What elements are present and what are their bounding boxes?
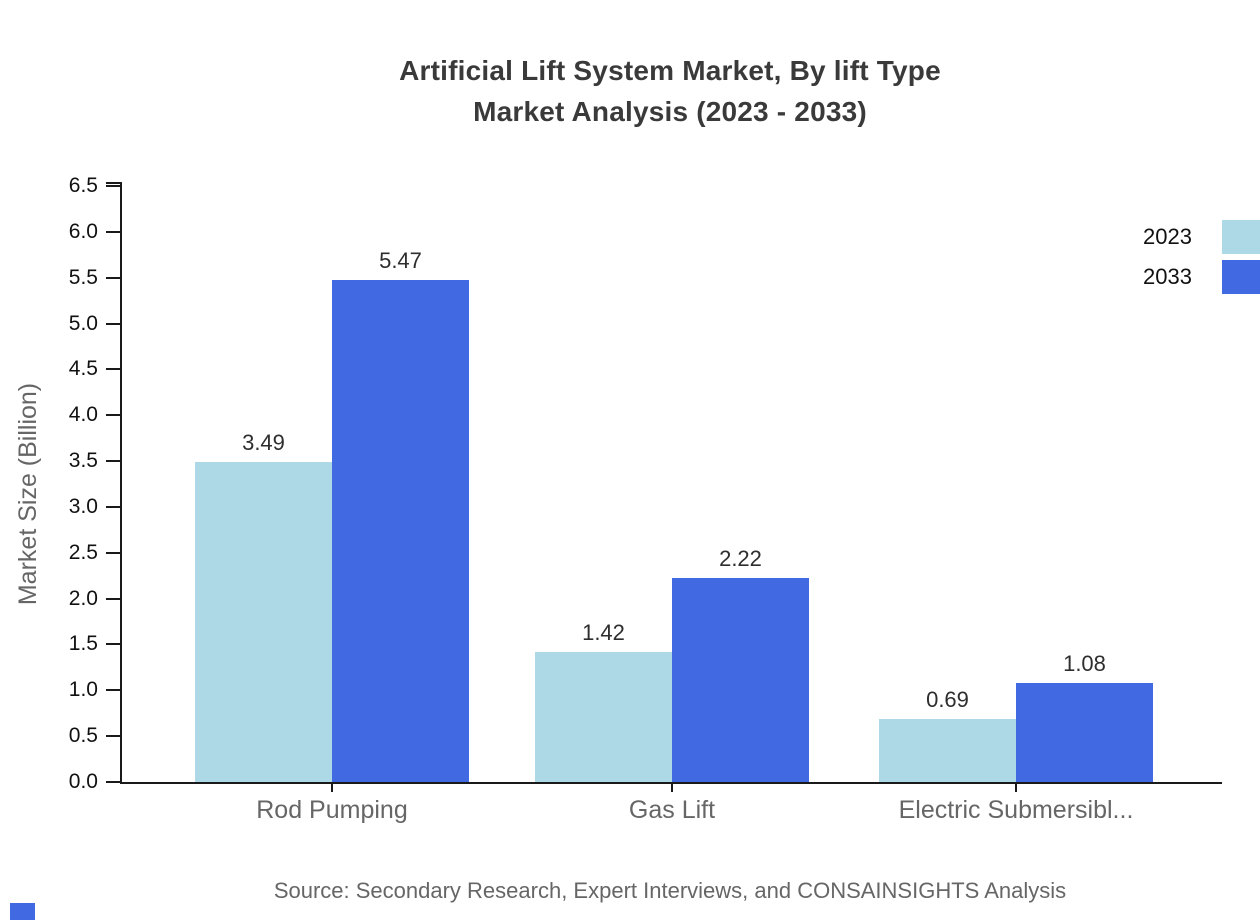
y-tick-label: 2.5 bbox=[68, 540, 98, 564]
chart-title: Artificial Lift System Market, By lift T… bbox=[80, 50, 1260, 132]
y-tick-label: 6.0 bbox=[68, 219, 98, 243]
y-tick bbox=[106, 460, 120, 463]
y-tick bbox=[106, 597, 120, 600]
legend-label-2033: 2033 bbox=[1143, 264, 1192, 289]
y-tick bbox=[106, 505, 120, 508]
y-tick bbox=[106, 781, 120, 783]
source-note: Source: Secondary Research, Expert Inter… bbox=[273, 878, 1067, 903]
legend-label-2023: 2023 bbox=[1143, 224, 1192, 249]
y-tick-label: 2.0 bbox=[68, 586, 98, 610]
y-tick bbox=[106, 689, 120, 692]
bar-2023-0 bbox=[195, 462, 332, 782]
x-category-label: Electric Submersibl... bbox=[898, 796, 1134, 824]
y-tick-label: 0.0 bbox=[68, 770, 98, 793]
y-tick-label: 6.5 bbox=[68, 173, 98, 197]
plot-area: 0.0 0.5 1.0 1.5 2.0 2.5 3.0 3.5 4.0 4.5 5.0 5.5 6.0 6… bbox=[69, 174, 1222, 824]
y-tick bbox=[106, 551, 120, 554]
y-tick-label: 1.5 bbox=[68, 632, 98, 656]
bar-value-label: 2.22 bbox=[719, 546, 762, 571]
x-category-label: Gas Lift bbox=[628, 796, 716, 824]
chart-title-line1: Artificial Lift System Market, By lift T… bbox=[399, 55, 941, 86]
bar-value-label: 3.49 bbox=[242, 430, 285, 455]
y-tick-label: 1.0 bbox=[68, 678, 98, 702]
x-tick bbox=[331, 782, 333, 792]
bar-2033-1 bbox=[672, 578, 809, 782]
bar-value-label: 5.47 bbox=[379, 248, 422, 273]
y-tick bbox=[106, 230, 120, 233]
y-tick bbox=[106, 184, 120, 187]
y-tick-label: 5.5 bbox=[68, 265, 98, 289]
y-tick bbox=[106, 322, 120, 325]
y-tick-label: 4.0 bbox=[68, 403, 98, 427]
y-tick bbox=[106, 368, 120, 371]
y-tick-label: 3.5 bbox=[68, 449, 98, 473]
y-tick bbox=[106, 643, 120, 646]
y-tick-label: 4.5 bbox=[68, 357, 98, 381]
y-tick bbox=[106, 414, 120, 417]
chart-title-line2: Market Analysis (2023 - 2033) bbox=[473, 96, 867, 127]
bar-2023-2 bbox=[879, 719, 1016, 782]
x-tick bbox=[671, 782, 673, 792]
y-tick-label: 3.0 bbox=[68, 494, 98, 518]
y-tick bbox=[106, 735, 120, 738]
x-category-label: Rod Pumping bbox=[256, 796, 408, 824]
y-tick bbox=[106, 276, 120, 279]
bar-value-label: 0.69 bbox=[926, 687, 969, 712]
legend-swatch-2023 bbox=[1222, 220, 1260, 254]
y-tick-label: 0.5 bbox=[68, 724, 98, 748]
bar-value-label: 1.08 bbox=[1063, 651, 1106, 676]
legend-swatch-2033 bbox=[1222, 260, 1260, 294]
legend: 2023 2033 bbox=[1139, 220, 1260, 300]
bar-2023-1 bbox=[535, 652, 672, 782]
y-tick-label: 5.0 bbox=[68, 311, 98, 335]
legend-entry-2023: 2023 bbox=[1139, 220, 1260, 254]
legend-entry-2033: 2033 bbox=[1139, 260, 1260, 294]
brand-mark bbox=[10, 903, 35, 920]
x-tick bbox=[1015, 782, 1017, 792]
bar-2033-0 bbox=[332, 280, 469, 782]
y-axis-cap-tick bbox=[106, 182, 120, 184]
bar-2033-2 bbox=[1016, 683, 1153, 782]
bar-value-label: 1.42 bbox=[582, 620, 625, 645]
